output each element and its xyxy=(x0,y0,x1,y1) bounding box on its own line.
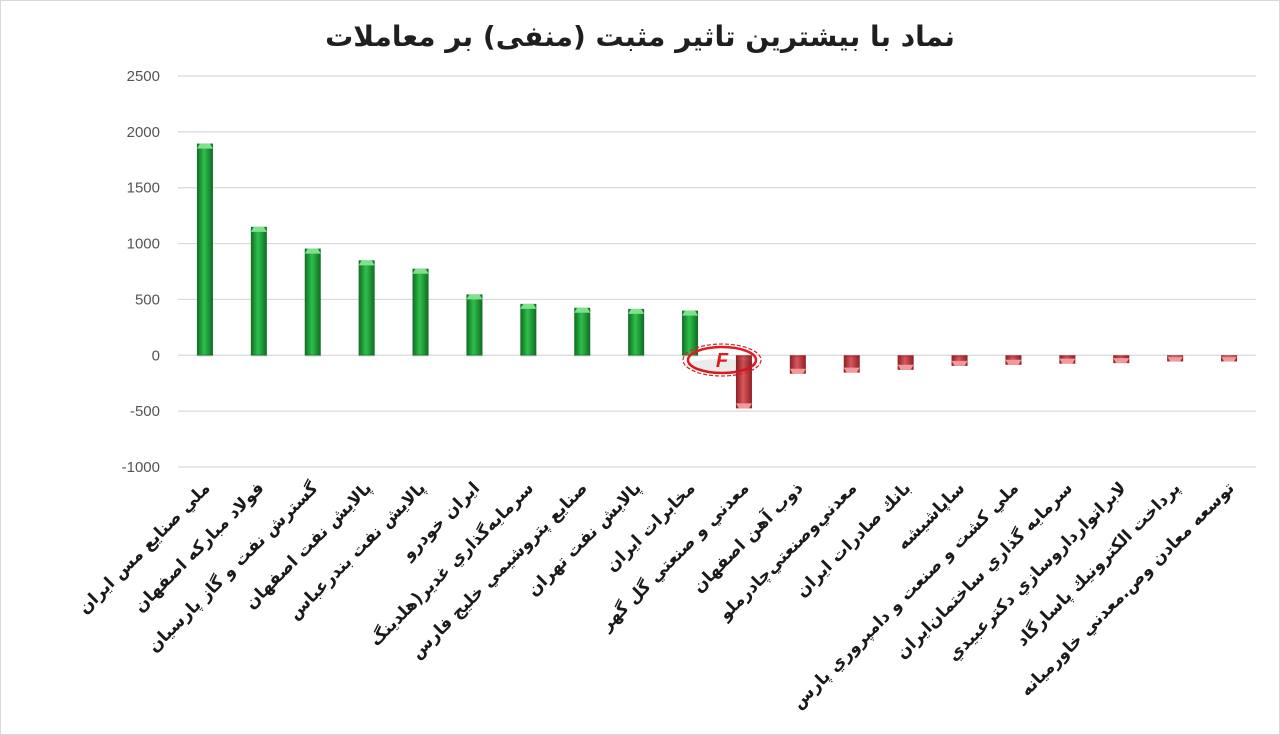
bar xyxy=(628,308,645,357)
bar-body xyxy=(682,310,699,356)
bar-base xyxy=(250,354,267,357)
bar-base xyxy=(1221,355,1238,358)
bar-cap xyxy=(1221,356,1238,362)
y-axis-ticks: 2500 2000 1500 1000 500 0 -500 -1000 xyxy=(122,68,160,476)
f-logo-icon: F xyxy=(716,350,729,372)
bar-base xyxy=(843,355,860,358)
bar xyxy=(250,226,267,357)
bar-body xyxy=(466,294,483,356)
bar-base xyxy=(628,354,645,357)
bars xyxy=(196,143,1238,409)
bar-body xyxy=(574,307,591,356)
bar-cap xyxy=(412,268,429,274)
y-tick-label: 0 xyxy=(152,347,160,364)
logo-ring-outer xyxy=(682,343,762,377)
bar-cap xyxy=(628,308,645,314)
bar-cap xyxy=(951,360,968,366)
bar-base xyxy=(735,355,752,358)
bar xyxy=(466,294,483,357)
bar-body xyxy=(196,143,213,356)
bar-base xyxy=(951,355,968,358)
bar-cap xyxy=(1167,356,1184,362)
bar-body xyxy=(628,308,645,356)
bar-base xyxy=(1167,355,1184,358)
bar-cap xyxy=(682,310,699,316)
bar xyxy=(951,355,968,366)
bar-base xyxy=(412,354,429,357)
bar xyxy=(1005,355,1022,365)
bar-base xyxy=(574,354,591,357)
bar-cap xyxy=(1005,359,1022,365)
bar-cap xyxy=(1113,358,1130,364)
bar-base xyxy=(358,354,375,357)
watermark-logo: F xyxy=(682,343,762,377)
bar-cap xyxy=(1059,358,1076,364)
bar-cap xyxy=(520,303,537,309)
y-tick-label: 1500 xyxy=(127,180,160,197)
bar-cap xyxy=(843,367,860,373)
bar xyxy=(682,310,699,357)
bar-base xyxy=(466,354,483,357)
bar-cap xyxy=(304,248,321,254)
grid-lines xyxy=(178,75,1256,468)
bar-base xyxy=(1059,355,1076,358)
bar-base xyxy=(1113,355,1130,358)
bar-cap xyxy=(196,143,213,149)
bar-base xyxy=(304,354,321,357)
bar-body xyxy=(520,303,537,356)
y-tick-label: 500 xyxy=(135,291,160,308)
bar-body xyxy=(358,260,375,356)
bar xyxy=(520,303,537,357)
logo-ring-inner xyxy=(686,345,758,375)
bar-cap xyxy=(789,368,806,374)
y-tick-label: -500 xyxy=(130,403,160,420)
bar xyxy=(574,307,591,357)
bar xyxy=(1059,355,1076,364)
bar-base xyxy=(897,355,914,358)
bar-cap xyxy=(358,260,375,266)
bar-base xyxy=(789,355,806,358)
bar xyxy=(843,355,860,373)
bar-base xyxy=(196,354,213,357)
bar-cap xyxy=(735,403,752,409)
bar xyxy=(304,248,321,357)
y-tick-label: -1000 xyxy=(122,459,160,476)
y-tick-label: 2500 xyxy=(127,68,160,85)
chart-title: نماد با بیشترین تاثیر مثبت (منفی) بر معا… xyxy=(325,20,955,53)
bar xyxy=(412,268,429,357)
bar-body xyxy=(304,248,321,356)
bar xyxy=(897,355,914,370)
bar-cap xyxy=(574,307,591,313)
bar-base xyxy=(520,354,537,357)
bar xyxy=(1113,355,1130,364)
bar xyxy=(789,355,806,374)
bar xyxy=(196,143,213,357)
bar-body xyxy=(412,268,429,356)
logo-shadow xyxy=(686,359,758,373)
bar-body xyxy=(250,226,267,356)
bar xyxy=(1221,355,1238,362)
bar-base xyxy=(1005,355,1022,358)
bar-cap xyxy=(250,226,267,232)
y-tick-label: 1000 xyxy=(127,236,160,253)
bar xyxy=(1167,355,1184,362)
bar-body xyxy=(951,355,968,366)
bar-cap xyxy=(897,364,914,370)
y-tick-label: 2000 xyxy=(127,124,160,141)
bar-cap xyxy=(466,294,483,300)
bar xyxy=(358,260,375,357)
